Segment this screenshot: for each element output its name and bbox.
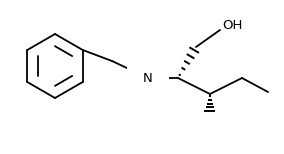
Text: OH: OH <box>222 18 242 32</box>
Text: N: N <box>143 71 153 85</box>
